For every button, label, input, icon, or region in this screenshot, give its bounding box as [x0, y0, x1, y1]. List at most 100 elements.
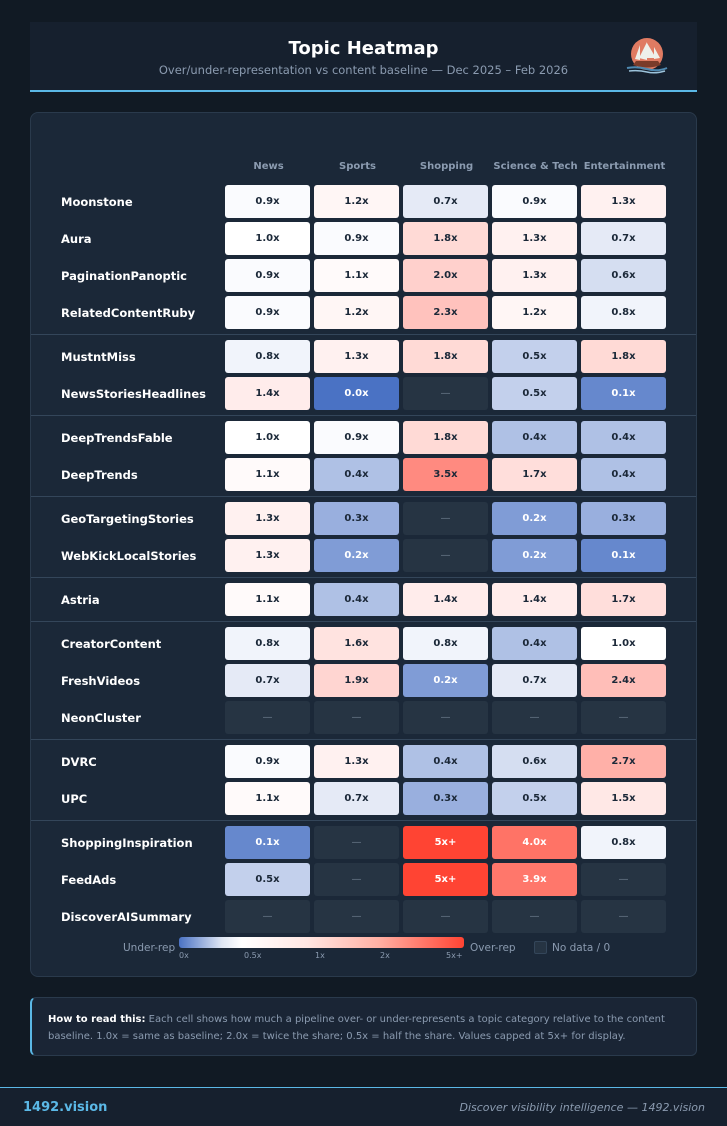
- heatmap-cell[interactable]: 1.0x: [225, 421, 310, 454]
- heatmap-cell[interactable]: 0.9x: [492, 185, 577, 218]
- heatmap-cell[interactable]: 1.3x: [492, 222, 577, 255]
- heatmap-cell[interactable]: 5x+: [403, 826, 488, 859]
- heatmap-cell[interactable]: —: [314, 863, 399, 896]
- heatmap-cell[interactable]: 2.7x: [581, 745, 666, 778]
- heatmap-cell[interactable]: 1.8x: [581, 340, 666, 373]
- heatmap-cell[interactable]: 0.4x: [581, 458, 666, 491]
- heatmap-cell[interactable]: 1.4x: [492, 583, 577, 616]
- heatmap-row: Astria 1.1x 0.4x 1.4x 1.4x 1.7x: [61, 581, 666, 618]
- heatmap-cell[interactable]: 0.8x: [581, 296, 666, 329]
- heatmap-cell[interactable]: 0.2x: [314, 539, 399, 572]
- row-label: DiscoverAISummary: [61, 909, 192, 924]
- heatmap-cell[interactable]: 0.8x: [403, 627, 488, 660]
- heatmap-cell[interactable]: —: [581, 900, 666, 933]
- heatmap-cell[interactable]: 1.5x: [581, 782, 666, 815]
- heatmap-cell[interactable]: 1.9x: [314, 664, 399, 697]
- heatmap-cell[interactable]: 1.8x: [403, 222, 488, 255]
- column-header: Entertainment: [583, 161, 666, 172]
- heatmap-cell[interactable]: 0.2x: [403, 664, 488, 697]
- heatmap-cell[interactable]: 0.2x: [492, 502, 577, 535]
- heatmap-cell[interactable]: 1.4x: [403, 583, 488, 616]
- heatmap-cell[interactable]: —: [225, 701, 310, 734]
- heatmap-cell[interactable]: 0.4x: [403, 745, 488, 778]
- heatmap-cell[interactable]: 0.7x: [492, 664, 577, 697]
- heatmap-cell[interactable]: 0.9x: [314, 222, 399, 255]
- heatmap-cell[interactable]: 2.3x: [403, 296, 488, 329]
- heatmap-cell[interactable]: 0.1x: [581, 377, 666, 410]
- heatmap-cell[interactable]: 1.3x: [225, 502, 310, 535]
- heatmap-cell[interactable]: —: [403, 377, 488, 410]
- heatmap-cell[interactable]: 0.1x: [225, 826, 310, 859]
- heatmap-cell[interactable]: 0.8x: [225, 627, 310, 660]
- heatmap-cell[interactable]: 4.0x: [492, 826, 577, 859]
- heatmap-cell[interactable]: 1.2x: [314, 185, 399, 218]
- heatmap-cell[interactable]: —: [403, 502, 488, 535]
- heatmap-cell[interactable]: 1.2x: [314, 296, 399, 329]
- heatmap-cell[interactable]: 1.3x: [492, 259, 577, 292]
- heatmap-cell[interactable]: 0.7x: [403, 185, 488, 218]
- heatmap-cell[interactable]: 0.6x: [492, 745, 577, 778]
- heatmap-cell[interactable]: —: [403, 539, 488, 572]
- heatmap-cell[interactable]: 0.5x: [225, 863, 310, 896]
- heatmap-cell[interactable]: 1.3x: [581, 185, 666, 218]
- heatmap-cell[interactable]: 0.9x: [225, 185, 310, 218]
- heatmap-cell[interactable]: 1.8x: [403, 421, 488, 454]
- heatmap-cell[interactable]: 0.4x: [314, 458, 399, 491]
- heatmap-cell[interactable]: —: [225, 900, 310, 933]
- footer-brand-link[interactable]: 1492.vision: [23, 1100, 108, 1115]
- heatmap-cell[interactable]: 0.3x: [314, 502, 399, 535]
- heatmap-cell[interactable]: 1.3x: [314, 745, 399, 778]
- heatmap-cell[interactable]: 0.9x: [225, 745, 310, 778]
- heatmap-cell[interactable]: 0.8x: [581, 826, 666, 859]
- heatmap-cell[interactable]: 0.2x: [492, 539, 577, 572]
- heatmap-cell[interactable]: 1.1x: [225, 458, 310, 491]
- heatmap-cell[interactable]: 3.5x: [403, 458, 488, 491]
- heatmap-cell[interactable]: 0.5x: [492, 340, 577, 373]
- heatmap-cell[interactable]: 5x+: [403, 863, 488, 896]
- heatmap-cell[interactable]: 3.9x: [492, 863, 577, 896]
- heatmap-cell[interactable]: 2.4x: [581, 664, 666, 697]
- heatmap-cell[interactable]: 0.7x: [581, 222, 666, 255]
- heatmap-cell[interactable]: 0.4x: [581, 421, 666, 454]
- heatmap-cell[interactable]: 0.9x: [314, 421, 399, 454]
- heatmap-cell[interactable]: 0.6x: [581, 259, 666, 292]
- heatmap-cell[interactable]: 1.7x: [581, 583, 666, 616]
- heatmap-cell[interactable]: 0.3x: [581, 502, 666, 535]
- heatmap-cell[interactable]: 1.3x: [314, 340, 399, 373]
- heatmap-cell[interactable]: —: [581, 863, 666, 896]
- heatmap-row: CreatorContent 0.8x 1.6x 0.8x 0.4x 1.0x: [61, 625, 666, 662]
- heatmap-cell[interactable]: —: [403, 701, 488, 734]
- heatmap-cell[interactable]: 1.8x: [403, 340, 488, 373]
- heatmap-cell[interactable]: 0.1x: [581, 539, 666, 572]
- heatmap-cell[interactable]: —: [492, 701, 577, 734]
- heatmap-cell[interactable]: 0.9x: [225, 296, 310, 329]
- heatmap-cell[interactable]: 0.8x: [225, 340, 310, 373]
- heatmap-cell[interactable]: —: [581, 701, 666, 734]
- heatmap-cell[interactable]: 0.7x: [225, 664, 310, 697]
- heatmap-cell[interactable]: 0.5x: [492, 782, 577, 815]
- heatmap-cell[interactable]: 1.1x: [314, 259, 399, 292]
- heatmap-cell[interactable]: 0.4x: [492, 627, 577, 660]
- heatmap-cell[interactable]: —: [492, 900, 577, 933]
- heatmap-cell[interactable]: —: [314, 900, 399, 933]
- heatmap-cell[interactable]: 1.4x: [225, 377, 310, 410]
- heatmap-cell[interactable]: 2.0x: [403, 259, 488, 292]
- heatmap-cell[interactable]: 1.0x: [581, 627, 666, 660]
- heatmap-cell[interactable]: 0.3x: [403, 782, 488, 815]
- heatmap-cell[interactable]: —: [314, 826, 399, 859]
- heatmap-cell[interactable]: 0.9x: [225, 259, 310, 292]
- heatmap-cell[interactable]: 1.0x: [225, 222, 310, 255]
- heatmap-cell[interactable]: 1.3x: [225, 539, 310, 572]
- heatmap-cell[interactable]: 1.1x: [225, 583, 310, 616]
- heatmap-cell[interactable]: 1.1x: [225, 782, 310, 815]
- heatmap-cell[interactable]: —: [403, 900, 488, 933]
- heatmap-cell[interactable]: 0.4x: [492, 421, 577, 454]
- heatmap-cell[interactable]: 0.5x: [492, 377, 577, 410]
- heatmap-cell[interactable]: —: [314, 701, 399, 734]
- heatmap-cell[interactable]: 0.4x: [314, 583, 399, 616]
- heatmap-cell[interactable]: 1.6x: [314, 627, 399, 660]
- heatmap-cell[interactable]: 0.0x: [314, 377, 399, 410]
- heatmap-cell[interactable]: 1.7x: [492, 458, 577, 491]
- heatmap-cell[interactable]: 1.2x: [492, 296, 577, 329]
- heatmap-cell[interactable]: 0.7x: [314, 782, 399, 815]
